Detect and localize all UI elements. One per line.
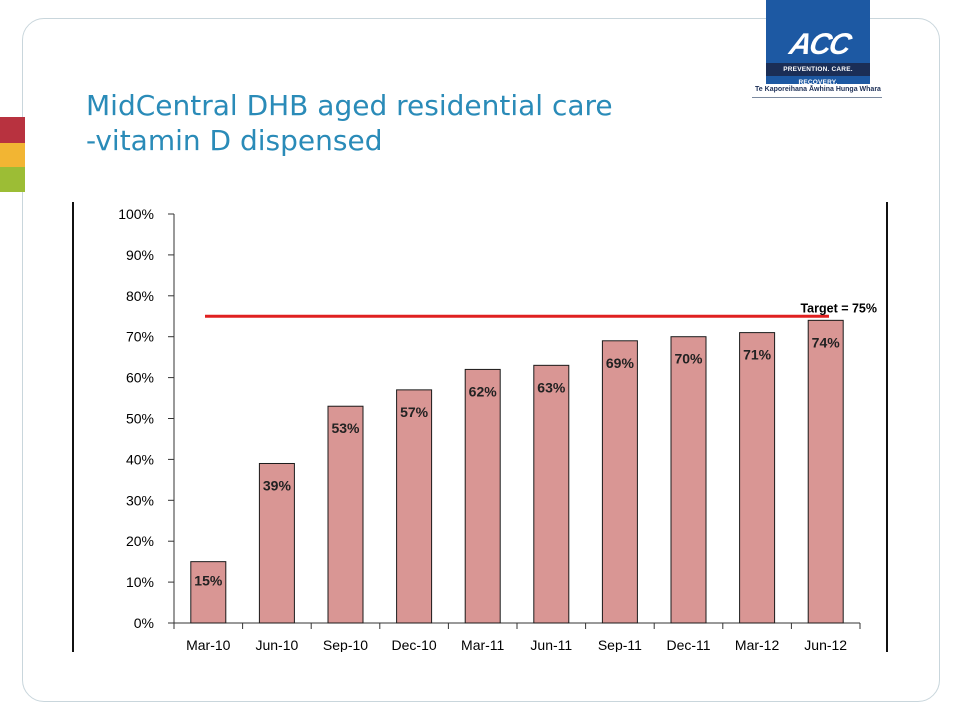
data-label: 62%: [469, 383, 498, 399]
bar: [258, 462, 295, 624]
y-tick-label: 80%: [126, 288, 154, 304]
data-label: 53%: [331, 420, 360, 436]
x-tick-label: Sep-11: [598, 637, 642, 652]
bar: [670, 336, 707, 624]
vitamin-d-bar-chart: 0% 10% 20% 30% 40% 50% 60% 70% 80% 90% 100% 15% Mar-…: [118, 206, 877, 652]
chart-panel-right-border: [886, 202, 888, 652]
bar: [190, 561, 227, 624]
slide-title-line2: -vitamin D dispensed: [86, 124, 383, 157]
y-tick-label: 50%: [126, 411, 154, 427]
bar: [601, 340, 638, 624]
slide-title: MidCentral DHB aged residential care -vi…: [86, 88, 726, 158]
bar: [739, 332, 776, 624]
x-tick-label: Mar-12: [735, 637, 780, 652]
y-tick-label: 10%: [126, 574, 154, 590]
bar: [533, 364, 570, 624]
target-label: Target = 75%: [800, 301, 877, 315]
y-tick-label: 70%: [126, 329, 154, 345]
x-tick-label: Mar-10: [186, 637, 231, 652]
accent-tab-yellow: [0, 143, 25, 167]
y-tick-label: 30%: [126, 492, 154, 508]
bar: [327, 405, 364, 624]
chart-panel-left-border: [72, 202, 74, 652]
x-tick-label: Jun-12: [804, 637, 847, 652]
y-tick-label: 60%: [126, 370, 154, 386]
data-label: 74%: [812, 334, 841, 350]
slide-title-line1: MidCentral DHB aged residential care: [86, 89, 613, 122]
x-tick-label: Mar-11: [461, 637, 505, 652]
data-label: 15%: [194, 573, 223, 589]
x-tick-label: Jun-10: [255, 637, 298, 652]
data-label: 39%: [263, 477, 292, 493]
bar: [807, 319, 844, 624]
logo-mark: ACC: [786, 28, 853, 61]
y-tick-label: 0%: [134, 615, 154, 631]
accent-tab-green: [0, 167, 25, 192]
y-tick-label: 20%: [126, 533, 154, 549]
data-label: 63%: [537, 379, 566, 395]
data-label: 70%: [674, 351, 703, 367]
data-label: 57%: [400, 404, 429, 420]
slide-frame: [22, 18, 940, 702]
data-label: 69%: [606, 355, 635, 371]
y-tick-label: 40%: [126, 451, 154, 467]
x-tick-label: Dec-10: [392, 637, 437, 652]
logo-underline: [752, 97, 882, 98]
bar: [464, 368, 501, 624]
logo-tagline: PREVENTION. CARE. RECOVERY.: [766, 63, 870, 86]
y-tick-label: 90%: [126, 247, 154, 263]
y-tick-label: 100%: [118, 206, 154, 222]
accent-tab-red: [0, 117, 25, 143]
x-tick-label: Dec-11: [666, 637, 710, 652]
logo-subtitle: Te Kaporeihana Āwhina Hunga Whara: [755, 86, 881, 93]
data-label: 71%: [743, 347, 772, 363]
bar: [396, 389, 433, 624]
x-tick-label: Sep-10: [323, 637, 368, 652]
x-tick-label: Jun-11: [530, 637, 572, 652]
